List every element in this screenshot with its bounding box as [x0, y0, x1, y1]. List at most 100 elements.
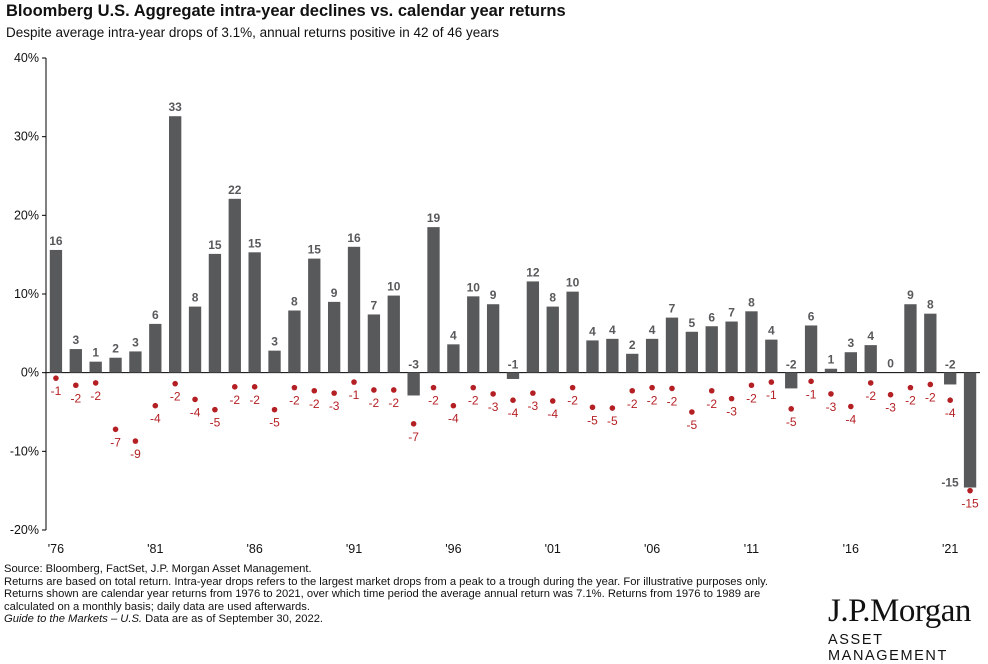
decline-label: -15 [961, 497, 979, 511]
decline-dot [907, 384, 914, 391]
decline-label: -2 [905, 394, 916, 408]
decline-label: -2 [925, 390, 936, 404]
return-label: 2 [112, 342, 119, 356]
return-bar [725, 321, 738, 373]
y-tick-label: 10% [14, 287, 39, 301]
decline-dot [788, 406, 795, 412]
return-bar [89, 361, 102, 373]
return-bar [288, 310, 301, 373]
return-label: 3 [132, 335, 139, 349]
return-bar [526, 281, 540, 373]
decline-label: -2 [70, 391, 81, 405]
return-bar [188, 306, 202, 373]
decline-label: -2 [90, 389, 101, 403]
return-label: 9 [490, 288, 497, 302]
decline-dot [828, 391, 834, 397]
chart-subtitle: Despite average intra-year drops of 3.1%… [6, 25, 500, 40]
decline-dot [510, 397, 516, 404]
return-label: 15 [308, 243, 322, 257]
decline-dot [390, 387, 397, 393]
decline-dot [291, 384, 298, 391]
decline-dot [132, 438, 139, 444]
decline-label: -3 [488, 400, 499, 414]
decline-label: -3 [826, 400, 837, 414]
decline-dot [887, 391, 894, 398]
x-tick-label: '96 [445, 542, 461, 556]
decline-label: -2 [428, 394, 439, 408]
logo-wordmark: J.P.Morgan [828, 593, 971, 629]
decline-dot [450, 402, 457, 409]
decline-label: -4 [150, 412, 161, 426]
decline-dot [708, 387, 715, 394]
return-label: 15 [208, 238, 222, 252]
return-label: -1 [508, 358, 519, 372]
return-label: 4 [768, 324, 775, 338]
return-bar [864, 345, 877, 373]
return-bar [924, 313, 937, 373]
x-tick-label: '16 [843, 542, 859, 556]
return-bar [745, 311, 758, 373]
return-bar [387, 295, 400, 373]
return-label: -3 [408, 358, 419, 372]
decline-dot [867, 380, 874, 386]
decline-label: -5 [210, 416, 221, 430]
chart-area: 40%30%20%10%0%-10%-20%16-13-21-22-73-96-… [10, 51, 980, 556]
return-label: 6 [152, 308, 159, 322]
return-bar [944, 372, 957, 385]
decline-dot [967, 487, 973, 494]
decline-label: -9 [130, 447, 141, 461]
x-tick-label: '81 [147, 542, 163, 556]
return-bar [685, 331, 699, 373]
decline-dot [152, 402, 159, 409]
decline-label: -2 [388, 396, 399, 410]
return-bar [69, 349, 82, 373]
decline-dot [728, 395, 735, 402]
jpmorgan-logo: J.P.Morgan ASSET MANAGEMENT [828, 594, 983, 664]
return-label: 3 [72, 333, 79, 347]
return-bar [566, 291, 579, 373]
return-bar [705, 326, 718, 373]
return-label: -2 [945, 358, 956, 372]
decline-label: -5 [269, 416, 280, 430]
footnote-methodology: Returns are based on total return. Intra… [4, 575, 769, 613]
return-label: 5 [689, 316, 696, 330]
x-tick-label: '11 [744, 542, 759, 556]
decline-dot [192, 396, 198, 403]
return-bar [765, 339, 778, 373]
return-label: 7 [669, 302, 676, 316]
return-bar [586, 340, 599, 373]
decline-dot [927, 381, 934, 388]
decline-dot [490, 391, 496, 397]
return-bar [327, 301, 341, 373]
return-bar [308, 258, 321, 373]
decline-dot [609, 405, 616, 411]
return-bar [149, 323, 162, 373]
return-bar [427, 227, 440, 373]
return-bar [645, 338, 659, 373]
decline-label: -5 [687, 418, 698, 432]
decline-dot [371, 387, 377, 393]
decline-label: -4 [547, 407, 558, 421]
return-bar [606, 338, 619, 373]
return-bar [447, 344, 460, 373]
return-bar [785, 372, 798, 389]
return-label: 8 [927, 298, 934, 312]
decline-dot [73, 382, 79, 389]
x-tick-label: '86 [247, 542, 263, 556]
return-label: 15 [248, 236, 262, 250]
decline-label: -7 [110, 435, 121, 449]
return-bar [248, 252, 261, 373]
return-bar [626, 353, 639, 373]
decline-label: -2 [309, 397, 320, 411]
decline-dot [569, 384, 576, 391]
return-label: 9 [331, 286, 338, 300]
return-label: 4 [649, 323, 656, 337]
decline-label: -2 [289, 394, 300, 408]
return-label: 22 [228, 183, 242, 197]
decline-dot [530, 390, 536, 396]
y-tick-label: 30% [14, 130, 39, 144]
return-label: -15 [941, 476, 959, 490]
return-bar [129, 351, 142, 373]
decline-label: -7 [408, 430, 419, 444]
return-label: 0 [887, 357, 894, 371]
